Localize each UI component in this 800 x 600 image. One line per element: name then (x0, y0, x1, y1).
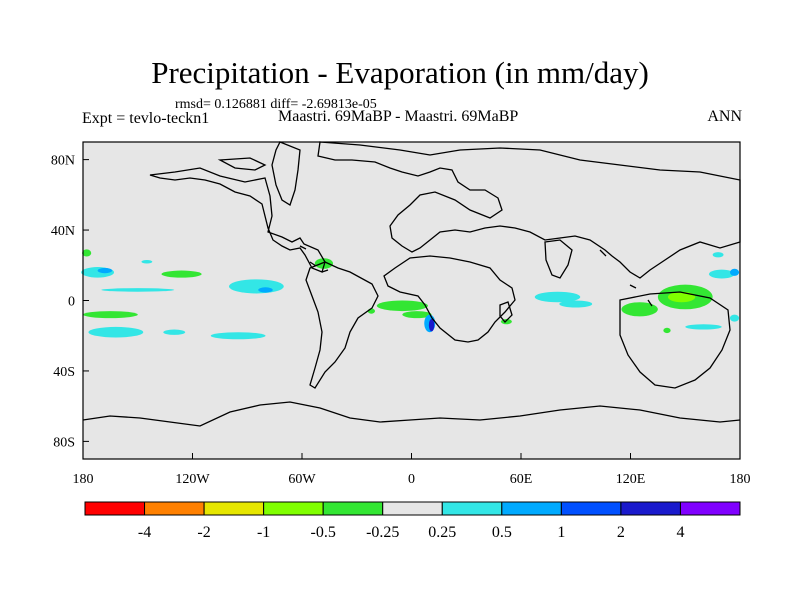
season-label: ANN (707, 108, 742, 125)
stats-text: rmsd= 0.126881 diff= -2.69813e-05 (175, 97, 377, 112)
field-patch-5 (101, 288, 175, 292)
x-tick-label-3: 0 (408, 472, 415, 487)
colorbar-label-8: 2 (617, 524, 625, 541)
map-background (83, 142, 740, 459)
coast-eurasia (317, 141, 741, 279)
colorbar-swatch-3 (263, 501, 324, 516)
coast-islands-nw (299, 245, 329, 273)
colorbar-label-4: -0.25 (366, 524, 399, 541)
colorbar-swatch-5 (382, 501, 443, 516)
field-patch-13 (376, 300, 428, 312)
colorbar-swatch-10 (679, 501, 741, 516)
colorbar-label-0: -4 (138, 524, 151, 541)
colorbar-label-3: -0.5 (311, 524, 336, 541)
colorbar-swatch-7 (501, 501, 562, 516)
colorbar-label-6: 0.5 (492, 524, 512, 541)
colorbar-label-9: 4 (676, 524, 684, 541)
colorbar-label-1: -2 (197, 524, 210, 541)
coast-antarctica (82, 401, 741, 427)
field-layer (81, 249, 740, 340)
y-tick-label-3: 40S (53, 365, 75, 380)
axis-ticks: 180 120W 60W 0 60E 120E 180 80N 40N 0 40S 80S (51, 154, 751, 487)
colorbar-label-2: -1 (257, 524, 270, 541)
chart-title: Precipitation - Evaporation (in mm/day) (151, 55, 649, 90)
field-patch-24 (708, 269, 735, 279)
field-patch-10 (88, 326, 144, 338)
field-patch-4 (161, 270, 202, 278)
coast-north-america (149, 167, 326, 273)
colorbar-label-5: 0.25 (428, 524, 456, 541)
colorbar-swatch-4 (322, 501, 384, 516)
colorbar-swatch-6 (441, 501, 503, 516)
x-tick-label-2: 60W (288, 472, 316, 487)
x-tick-label-5: 120E (616, 472, 646, 487)
colorbar-swatch-1 (144, 501, 205, 516)
colorbar-swatch-0 (84, 501, 146, 516)
x-tick-label-4: 60E (510, 472, 533, 487)
comparison-label: Maastri. 69MaBP - Maastri. 69MaBP (278, 108, 519, 125)
colorbar: -4 -2 -1 -0.5 -0.25 0.25 0.5 1 2 4 (84, 501, 741, 541)
coast-australia (619, 291, 731, 389)
colorbar-swatch-8 (560, 501, 622, 516)
field-patch-3 (141, 259, 153, 264)
field-patch-9 (83, 311, 138, 319)
field-patch-20 (559, 300, 593, 308)
field-patch-0 (82, 249, 92, 257)
field-patch-7 (258, 287, 273, 293)
colorbar-label-7: 1 (557, 524, 565, 541)
y-tick-label-1: 40N (51, 224, 75, 239)
y-tick-label-4: 80S (53, 435, 75, 450)
coast-south-america (305, 261, 379, 389)
field-patch-29 (729, 314, 740, 322)
field-patch-27 (663, 327, 671, 334)
coast-islands-se (599, 249, 653, 307)
field-patch-14 (402, 311, 432, 319)
coast-madagascar (499, 301, 513, 323)
field-patch-11 (163, 329, 186, 335)
field-patch-16 (428, 318, 435, 332)
y-tick-label-0: 80N (51, 154, 75, 169)
colorbar-swatch-2 (203, 501, 265, 516)
x-tick-label-6: 180 (730, 472, 751, 487)
x-tick-label-0: 180 (73, 472, 94, 487)
coast-arctic-islands (217, 157, 267, 171)
x-tick-label-1: 120W (175, 472, 210, 487)
field-patch-21 (621, 302, 658, 317)
coast-africa (383, 255, 516, 343)
field-patch-28 (712, 252, 724, 258)
field-patch-2 (97, 267, 113, 274)
field-patch-26 (685, 324, 722, 330)
y-tick-label-2: 0 (68, 295, 75, 310)
field-patch-25 (729, 268, 740, 276)
field-patch-19 (534, 291, 581, 303)
coast-greenland-arctic (271, 141, 301, 206)
coastlines (82, 141, 741, 427)
field-patch-12 (210, 332, 266, 340)
experiment-label: Expt = tevlo-teckn1 (82, 110, 210, 127)
colorbar-swatch-9 (620, 501, 681, 516)
field-patch-23 (667, 291, 696, 303)
field-patch-6 (229, 279, 284, 294)
coast-india (544, 239, 573, 279)
